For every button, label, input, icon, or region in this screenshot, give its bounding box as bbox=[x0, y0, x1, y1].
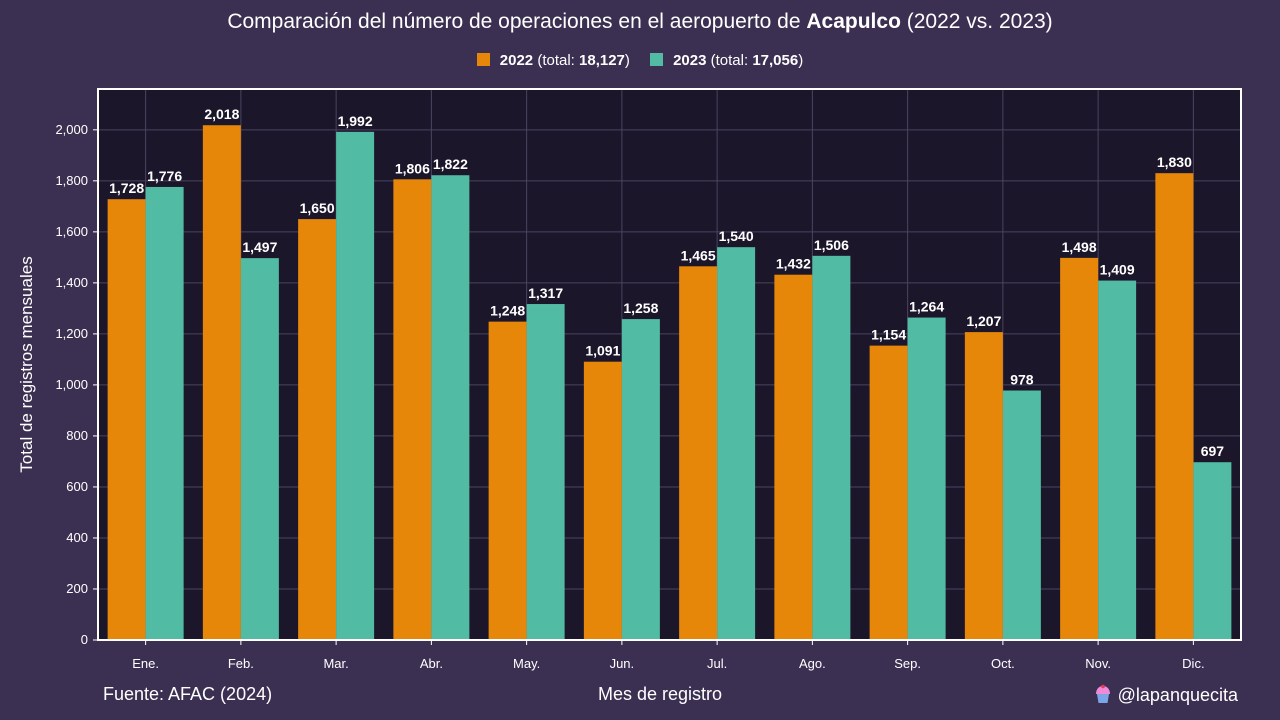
data-label: 1,264 bbox=[909, 299, 944, 315]
data-label: 1,248 bbox=[490, 303, 525, 319]
bar-2023-nov bbox=[1098, 280, 1137, 640]
y-tick-label: 1,600 bbox=[55, 224, 88, 239]
bar-2023-mar bbox=[336, 131, 375, 640]
data-label: 1,992 bbox=[338, 113, 373, 129]
x-tick-label: Oct. bbox=[991, 656, 1015, 671]
data-label: 1,776 bbox=[147, 168, 182, 184]
data-label: 1,154 bbox=[871, 327, 906, 343]
data-label: 1,806 bbox=[395, 160, 430, 176]
y-axis-label: Total de registros mensuales bbox=[17, 256, 36, 472]
legend-label-open-2023: (total: bbox=[706, 52, 753, 69]
data-label: 1,409 bbox=[1100, 262, 1135, 278]
x-tick-label: Abr. bbox=[420, 656, 443, 671]
x-tick-label: Nov. bbox=[1085, 656, 1111, 671]
x-tick-label: Sep. bbox=[894, 656, 921, 671]
x-tick-label: Feb. bbox=[228, 656, 254, 671]
legend-year-2022: 2022 bbox=[499, 52, 534, 69]
chart-title: Comparación del número de operaciones en… bbox=[0, 10, 1280, 34]
bar-2022-feb bbox=[202, 125, 241, 640]
y-tick-label: 0 bbox=[81, 632, 88, 647]
bar-2022-ene bbox=[107, 199, 146, 640]
author-handle: @lapanquecita bbox=[1117, 685, 1238, 705]
x-tick-label: May. bbox=[513, 656, 540, 671]
legend-swatch-2023 bbox=[650, 53, 664, 66]
chart-title-prefix: Comparación del número de operaciones en… bbox=[227, 10, 807, 33]
y-tick-label: 200 bbox=[66, 581, 88, 596]
bar-2022-may bbox=[488, 321, 527, 640]
y-tick-label: 1,400 bbox=[55, 275, 88, 290]
y-tick-label: 400 bbox=[66, 530, 88, 545]
bar-2022-dic bbox=[1155, 173, 1194, 641]
y-tick-label: 1,800 bbox=[55, 173, 88, 188]
data-label: 1,465 bbox=[681, 247, 716, 263]
data-label: 1,317 bbox=[528, 285, 563, 301]
data-label: 2,018 bbox=[204, 106, 239, 122]
bar-2023-feb bbox=[240, 258, 279, 640]
data-label: 1,258 bbox=[623, 300, 658, 316]
x-tick-label: Dic. bbox=[1182, 656, 1204, 671]
bar-2022-jun bbox=[583, 361, 622, 640]
y-tick-label: 800 bbox=[66, 428, 88, 443]
bar-2023-ene bbox=[145, 186, 184, 640]
bar-2022-abr bbox=[393, 179, 432, 640]
data-label: 1,498 bbox=[1062, 239, 1097, 255]
data-label: 1,207 bbox=[966, 313, 1001, 329]
bar-2023-dic bbox=[1193, 462, 1232, 640]
bar-2022-sep bbox=[869, 345, 908, 640]
legend-label-open-2022: (total: bbox=[533, 52, 580, 69]
bar-2023-jun bbox=[621, 319, 660, 640]
data-label: 1,822 bbox=[433, 156, 468, 172]
legend-item-2023[interactable]: 2023 (total: 17,056) bbox=[650, 52, 803, 69]
bar-2023-jul bbox=[717, 247, 756, 640]
chart-title-suffix: (2022 vs. 2023) bbox=[900, 10, 1053, 33]
data-label: 1,540 bbox=[719, 228, 754, 244]
bar-2022-oct bbox=[964, 332, 1003, 640]
data-label: 1,728 bbox=[109, 180, 144, 196]
y-tick-label: 1,000 bbox=[55, 377, 88, 392]
x-tick-label: Ago. bbox=[799, 656, 826, 671]
bar-2022-ago bbox=[774, 274, 813, 640]
bar-2023-abr bbox=[431, 175, 470, 640]
chart-title-airport: Acapulco bbox=[806, 10, 901, 33]
author-credit: @lapanquecita bbox=[1094, 684, 1238, 706]
data-label: 1,432 bbox=[776, 256, 811, 272]
legend-item-2022[interactable]: 2022 (total: 18,127) bbox=[476, 52, 630, 69]
bar-2022-nov bbox=[1060, 257, 1099, 640]
data-label: 1,497 bbox=[242, 239, 277, 255]
plot-border bbox=[97, 88, 1242, 641]
data-label: 1,506 bbox=[814, 237, 849, 253]
x-tick-label: Mar. bbox=[323, 656, 348, 671]
bar-2023-sep bbox=[907, 317, 946, 640]
legend-total-2023: 17,056 bbox=[752, 52, 799, 69]
x-tick-label: Ene. bbox=[132, 656, 159, 671]
legend-label-close-2022: ) bbox=[624, 52, 630, 69]
bar-2023-oct bbox=[1002, 390, 1041, 640]
legend-swatch-2022 bbox=[476, 53, 490, 66]
bar-2023-may bbox=[526, 304, 565, 640]
data-label: 1,830 bbox=[1157, 154, 1192, 170]
y-tick-label: 2,000 bbox=[55, 122, 88, 137]
bar-2022-jul bbox=[679, 266, 718, 640]
cupcake-icon bbox=[1095, 684, 1110, 703]
bar-2022-mar bbox=[298, 219, 337, 640]
legend-year-2023: 2023 bbox=[673, 52, 707, 69]
source-note: Fuente: AFAC (2024) bbox=[103, 684, 273, 704]
x-axis-label: Mes de registro bbox=[597, 684, 723, 704]
data-label: 1,091 bbox=[585, 343, 620, 359]
y-tick-label: 1,200 bbox=[55, 326, 88, 341]
data-label: 697 bbox=[1201, 443, 1225, 459]
x-tick-label: Jun. bbox=[610, 656, 635, 671]
data-label: 1,650 bbox=[300, 200, 335, 216]
chart-legend: 2022 (total: 18,127) 2023 (total: 17,056… bbox=[0, 52, 1280, 69]
y-tick-label: 600 bbox=[66, 479, 88, 494]
data-label: 978 bbox=[1010, 372, 1034, 388]
legend-total-2022: 18,127 bbox=[579, 52, 625, 69]
legend-label-close-2023: ) bbox=[798, 52, 804, 69]
x-tick-label: Jul. bbox=[707, 656, 727, 671]
bar-2023-ago bbox=[812, 255, 851, 640]
